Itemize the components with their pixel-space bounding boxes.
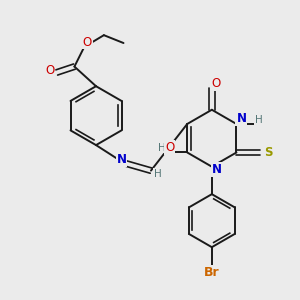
Text: N: N <box>212 163 222 176</box>
Text: H: H <box>154 169 162 178</box>
Text: H: H <box>158 142 166 152</box>
Text: N: N <box>116 153 127 166</box>
Text: O: O <box>211 77 220 90</box>
Text: O: O <box>82 35 92 49</box>
Text: H: H <box>255 115 263 125</box>
Text: Br: Br <box>204 266 220 279</box>
Text: O: O <box>165 141 174 154</box>
Text: O: O <box>45 64 55 77</box>
Text: S: S <box>264 146 272 159</box>
Text: N: N <box>236 112 246 124</box>
